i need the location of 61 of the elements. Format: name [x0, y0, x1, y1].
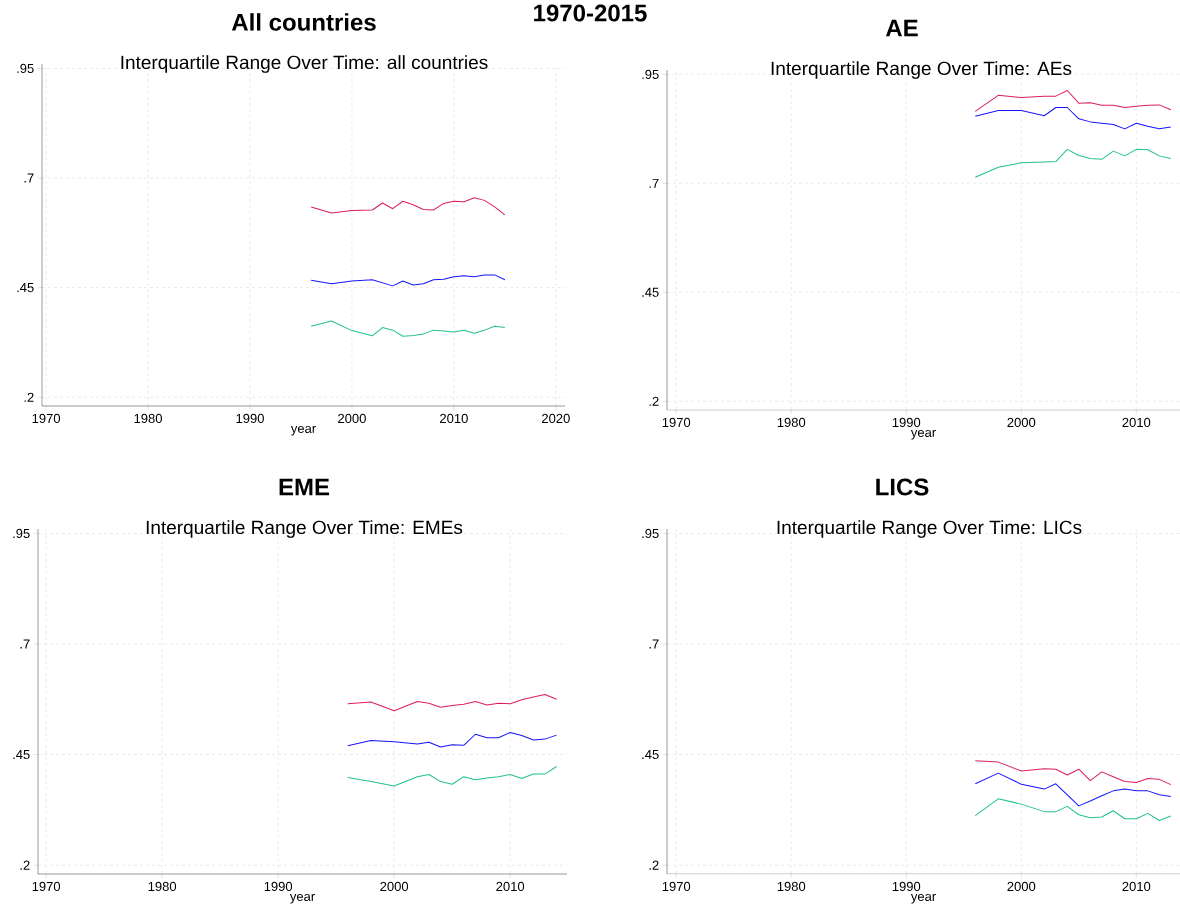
line-series [974, 760, 1172, 786]
chart-subtitle: Interquartile Range Over Time: all countries [121, 55, 488, 73]
x-axis-title: year [290, 425, 316, 436]
y-tick-label: .2 [649, 396, 659, 406]
line-series [347, 766, 558, 787]
y-tick-label: .45 [642, 750, 659, 760]
y-tick-label: .95 [13, 528, 30, 539]
x-tick-label: 1990 [892, 881, 921, 892]
y-tick-label: .95 [642, 528, 659, 539]
line-series [347, 731, 558, 748]
x-tick-label: 2010 [496, 881, 525, 892]
x-tick-label: 1990 [236, 413, 264, 424]
y-tick-label: .7 [649, 639, 659, 649]
text: 1970-2015 [534, 4, 647, 22]
y-tick-label: .7 [20, 639, 30, 649]
chart-subtitle: Interquartile Range Over Time: AEs [771, 61, 1072, 79]
x-tick-label: 2000 [1007, 417, 1036, 428]
line-series [310, 320, 506, 337]
x-tick-label: 1970 [32, 881, 61, 892]
x-tick-label: 1970 [662, 417, 691, 428]
line-series [974, 90, 1172, 112]
x-tick-label: 1980 [148, 881, 177, 892]
line-series [974, 798, 1172, 821]
line-series [310, 197, 506, 216]
x-tick-label: 2010 [1122, 881, 1151, 892]
chart-subtitle: Interquartile Range Over Time: EMEs [146, 520, 463, 538]
line-series [974, 107, 1172, 130]
x-tick-label: 2020 [542, 413, 570, 424]
y-tick-label: .2 [20, 860, 30, 870]
x-tick-label: 2010 [440, 413, 468, 424]
x-tick-label: 1990 [264, 881, 293, 892]
x-tick-label: 1980 [134, 413, 162, 424]
x-tick-label: 1970 [32, 413, 61, 424]
x-tick-label: 1980 [777, 881, 806, 892]
y-tick-label: .7 [649, 178, 659, 188]
y-tick-label: .2 [24, 392, 34, 402]
y-tick-label: .7 [24, 173, 34, 183]
line-series [974, 148, 1172, 178]
x-tick-label: 1990 [892, 417, 921, 428]
y-tick-label: .2 [649, 860, 659, 870]
y-tick-label: .45 [13, 750, 30, 760]
x-tick-label: 2000 [338, 413, 366, 424]
line-series [974, 772, 1172, 807]
chart-title: EME [279, 478, 330, 496]
chart-subtitle: Interquartile Range Over Time: LICs [777, 520, 1082, 538]
chart-title: All countries [231, 13, 376, 31]
y-tick-label: .45 [642, 287, 659, 297]
line-series [347, 693, 558, 712]
y-tick-label: .95 [642, 69, 659, 79]
x-axis-title: year [910, 893, 936, 904]
x-tick-label: 2010 [1122, 417, 1151, 428]
y-tick-label: .45 [17, 283, 34, 293]
x-axis-title: year [289, 893, 315, 904]
x-axis-title: year [910, 429, 936, 440]
x-tick-label: 2000 [380, 881, 409, 892]
x-tick-label: 2000 [1007, 881, 1036, 892]
y-tick-label: .95 [17, 63, 34, 73]
x-tick-label: 1970 [662, 881, 691, 892]
chart-title: LICS [876, 478, 929, 496]
chart-title: AE [885, 19, 918, 37]
x-tick-label: 1980 [777, 417, 806, 428]
